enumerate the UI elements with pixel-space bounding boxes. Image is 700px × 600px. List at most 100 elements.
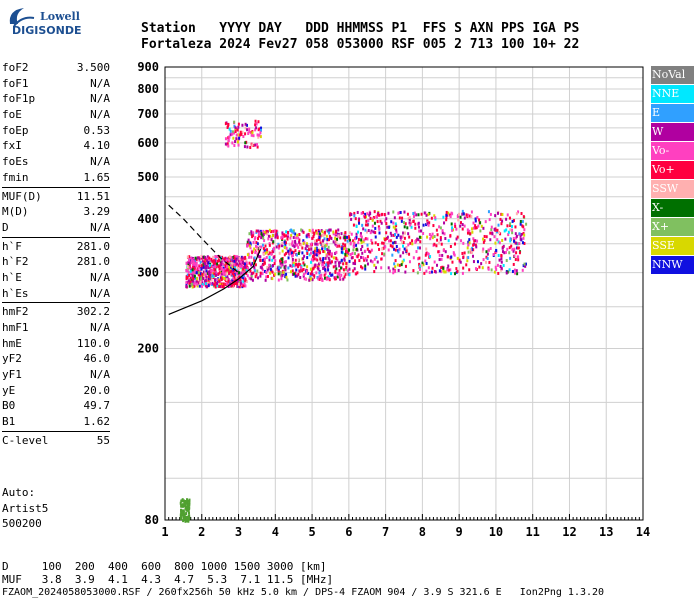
echo-point	[272, 240, 275, 244]
echo-point	[182, 503, 185, 507]
echo-point	[332, 265, 335, 269]
echo-point	[313, 257, 316, 261]
echo-point	[281, 257, 284, 261]
echo-point	[180, 504, 183, 508]
echo-point	[317, 277, 320, 281]
echo-point	[248, 232, 251, 236]
echo-point	[364, 237, 367, 241]
echo-point	[523, 228, 526, 232]
auto-label: Auto:	[2, 486, 36, 499]
echo-point	[330, 254, 333, 258]
echo-point	[221, 255, 224, 259]
echo-point	[316, 249, 319, 253]
echo-point	[212, 255, 215, 259]
echo-point	[218, 264, 221, 268]
echo-point	[487, 210, 490, 214]
echo-point	[356, 271, 359, 275]
y-tick-label: 600	[137, 136, 159, 150]
echo-point	[493, 227, 496, 231]
echo-point	[187, 270, 190, 274]
echo-point	[262, 230, 265, 234]
y-tick-label: 700	[137, 107, 159, 121]
echo-point	[220, 263, 223, 267]
param-row: h`E N/A	[2, 270, 110, 286]
echo-point	[198, 265, 201, 269]
echo-point	[328, 252, 331, 256]
echo-point	[233, 131, 236, 135]
echo-point	[360, 241, 363, 245]
echo-point	[266, 232, 269, 236]
echo-point	[320, 273, 323, 277]
echo-point	[357, 253, 360, 257]
echo-point	[443, 270, 446, 274]
echo-point	[301, 246, 304, 250]
echo-point	[496, 238, 499, 242]
echo-point	[285, 241, 288, 245]
echo-point	[322, 256, 325, 260]
echo-point	[489, 212, 492, 216]
echo-point	[197, 271, 200, 275]
echo-point	[267, 234, 270, 238]
echo-point	[500, 254, 503, 258]
echo-point	[408, 260, 411, 264]
echo-point	[409, 241, 412, 245]
param-row: D N/A	[2, 220, 110, 236]
echo-point	[403, 225, 406, 229]
echo-point	[344, 238, 347, 242]
param-label: B1	[2, 415, 16, 429]
echo-point	[224, 137, 227, 141]
echo-point	[185, 517, 188, 521]
echo-point	[291, 253, 294, 257]
echo-point	[385, 231, 388, 235]
echo-point	[288, 242, 291, 246]
echo-point	[521, 268, 524, 272]
echo-point	[335, 230, 338, 234]
echo-point	[447, 211, 450, 215]
echo-point	[250, 232, 253, 236]
echo-point	[494, 214, 497, 218]
echo-point	[264, 251, 267, 255]
echo-point	[230, 256, 233, 260]
echo-point	[227, 258, 230, 262]
echo-point	[419, 264, 422, 268]
echo-point	[509, 239, 512, 243]
echo-point	[266, 266, 269, 270]
echo-point	[243, 269, 246, 273]
echo-point	[374, 231, 377, 235]
echo-point	[222, 270, 225, 274]
echo-point	[267, 250, 270, 254]
echo-point	[505, 271, 508, 275]
echo-point	[401, 240, 404, 244]
echo-point	[237, 140, 240, 144]
echo-point	[266, 250, 269, 254]
echo-point	[413, 211, 416, 215]
echo-point	[481, 266, 484, 270]
echo-point	[462, 266, 465, 270]
echo-point	[214, 264, 217, 268]
echo-point	[345, 235, 348, 239]
echo-point	[287, 249, 290, 253]
echo-point	[402, 244, 405, 248]
echo-point	[482, 247, 485, 251]
param-value: N/A	[90, 286, 110, 300]
echo-point	[518, 242, 521, 246]
echo-point	[417, 213, 420, 217]
echo-point	[237, 284, 240, 288]
echo-point	[277, 269, 280, 273]
echo-point	[201, 259, 204, 263]
echo-point	[240, 132, 243, 136]
echo-point	[456, 269, 459, 273]
echo-point	[306, 265, 309, 269]
echo-point	[294, 243, 297, 247]
echo-point	[270, 230, 273, 234]
echo-point	[524, 262, 527, 266]
param-value: N/A	[90, 92, 110, 106]
echo-point	[271, 236, 274, 240]
echo-point	[459, 215, 462, 219]
param-value: N/A	[90, 108, 110, 122]
echo-point	[318, 237, 321, 241]
echo-point	[383, 213, 386, 217]
echo-point	[300, 266, 303, 270]
echo-point	[432, 224, 435, 228]
echo-point	[273, 262, 276, 266]
